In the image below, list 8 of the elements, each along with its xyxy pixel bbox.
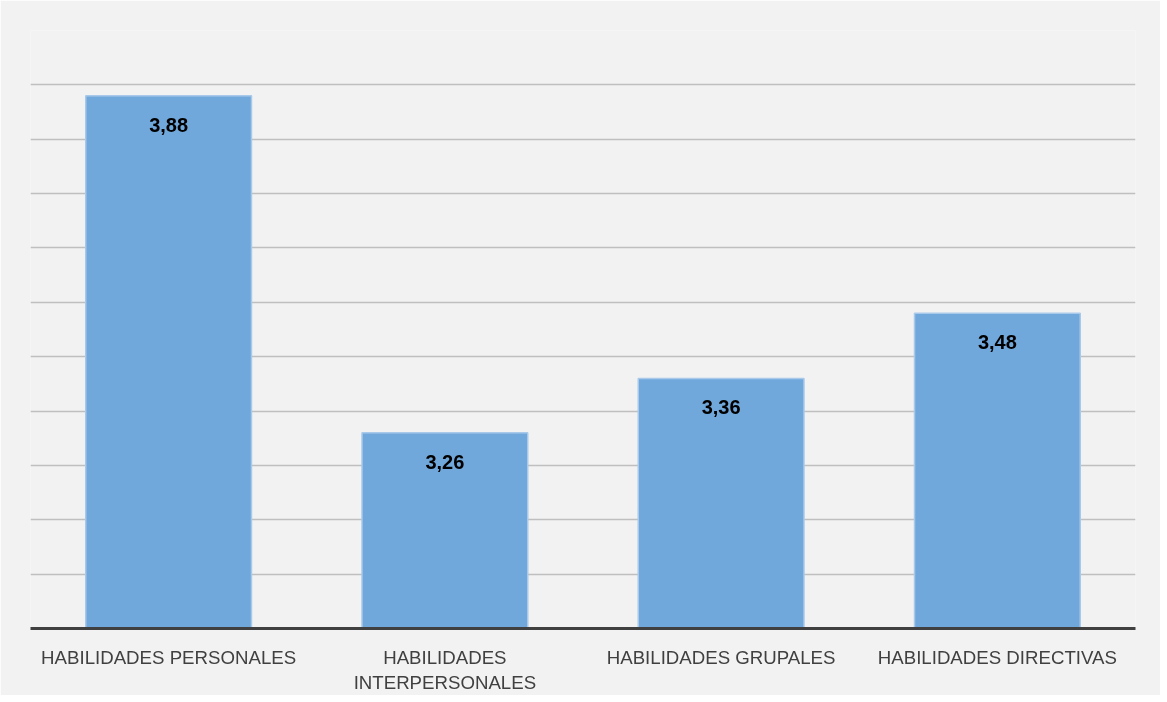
data-label: 3,48 bbox=[977, 331, 1017, 354]
x-tick-label: HABILIDADES PERSONALES bbox=[41, 646, 297, 668]
x-tick-label: HABILIDADES INTERPERSONALES bbox=[353, 646, 537, 693]
data-label: 3,36 bbox=[701, 396, 741, 419]
data-label: 3,88 bbox=[149, 113, 189, 136]
data-label: 3,26 bbox=[425, 450, 465, 473]
x-tick-label: HABILIDADES GRUPALES bbox=[606, 646, 836, 668]
x-tick-label: HABILIDADES DIRECTIVAS bbox=[877, 646, 1117, 668]
